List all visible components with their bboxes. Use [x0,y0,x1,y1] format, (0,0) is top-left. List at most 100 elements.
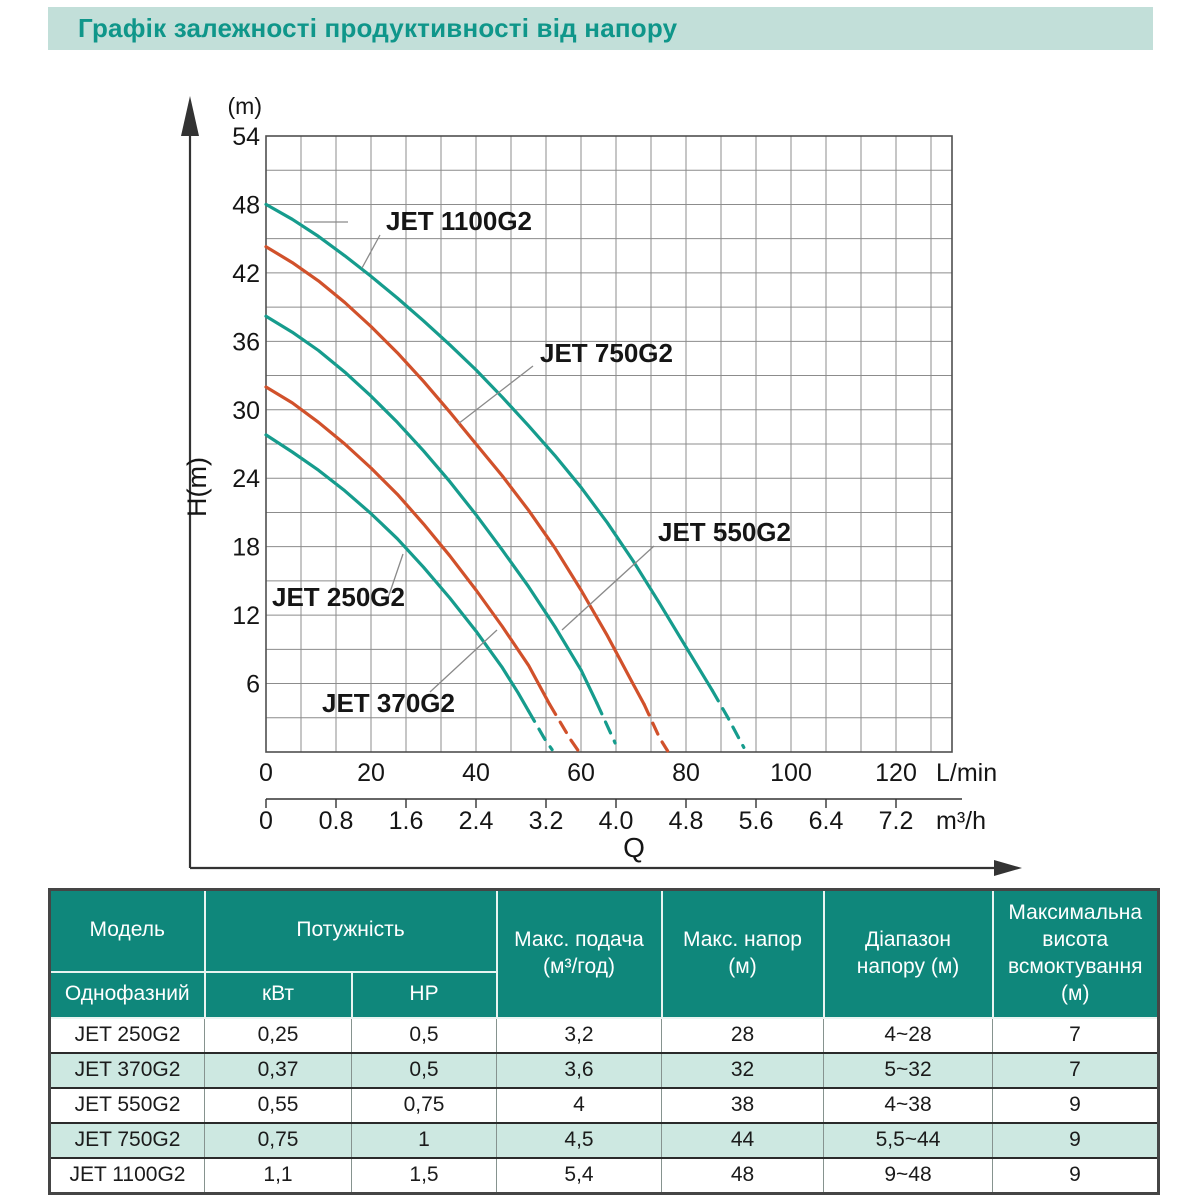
curve-label: JET 1100G2 [386,206,532,236]
y-tick-label: 18 [232,534,260,562]
x-tick-label: 120 [875,759,917,787]
grid [265,135,952,753]
label-leader-line [361,234,381,269]
x-tick-label: 60 [567,759,595,787]
table-cell: 1,5 [351,1156,497,1194]
col-header-max-suction: Максимальна висота всмоктування (м) [991,888,1160,1019]
curve-jet-550g2 [264,314,599,705]
table-cell: 5,5~44 [823,1121,993,1159]
table-cell: JET 750G2 [49,1121,205,1159]
x-axis-secondary [265,798,962,808]
table-cell: 5,4 [496,1156,662,1194]
table-cell: 0,75 [204,1121,352,1159]
table-cell: 28 [661,1016,824,1054]
col-header-power: Потужність [203,888,498,973]
x-unit-m3h: m³/h [936,807,986,835]
col-header-model: Модель [48,888,206,973]
col-header-head-range: Діапазон напору (м) [822,888,994,1019]
curve-labels [304,221,655,693]
col-header-phase: Однофазний [48,970,206,1019]
table-cell: 7 [992,1016,1159,1054]
table-cell: 0,37 [204,1051,352,1089]
x-tick-label: 40 [462,759,490,787]
x-axis-arrow-icon [994,860,1022,876]
table-cell: 0,55 [204,1086,352,1124]
table-cell: 0,5 [351,1016,497,1054]
table-cell: 4~28 [823,1016,993,1054]
y-tick-label: 42 [232,260,260,288]
curve-dash-jet-1100g2 [710,688,746,749]
table-row: JET 250G2 0,25 0,5 3,2 28 4~28 7 [49,1016,1159,1054]
y-tick-label: 30 [232,397,260,425]
curve-jet-750g2 [264,245,646,706]
table-cell: JET 550G2 [49,1086,205,1124]
page-title: Графік залежності продуктивності від нап… [78,13,678,43]
x-axis-title: Q [623,832,645,863]
curves [264,202,746,753]
label-leader-line [457,365,534,425]
table-cell: 3,2 [496,1016,662,1054]
spec-table: Модель Потужність Макс. подача (м³/год) … [48,888,1160,1195]
x2-tick-label: 3.2 [529,807,564,835]
table-row: JET 370G2 0,37 0,5 3,6 32 5~32 7 [49,1051,1159,1089]
table-cell: 4 [496,1086,662,1124]
curve-label: JET 550G2 [658,517,791,547]
table-cell: 9 [992,1086,1159,1124]
grid-border [265,135,953,753]
x2-tick-label: 1.6 [389,807,424,835]
title-bar: Графік залежності продуктивності від нап… [48,7,1153,50]
table-row: JET 750G2 0,75 1 4,5 44 5,5~44 9 [49,1121,1159,1159]
x-tick-label: 20 [357,759,385,787]
x2-tick-label: 0 [259,807,273,835]
x2-tick-label: 0.8 [319,807,354,835]
table-cell: 32 [661,1051,824,1089]
table-cell: 9~48 [823,1156,993,1194]
x-tick-label: 80 [672,759,700,787]
col-header-max-flow: Макс. подача (м³/год) [495,888,663,1019]
label-leader-line [387,553,404,599]
table-cell: 1,1 [204,1156,352,1194]
x-tick-label: 0 [259,759,273,787]
x2-tick-label: 5.6 [739,807,774,835]
spec-table-body: JET 250G2 0,25 0,5 3,2 28 4~28 7 JET 370G2 0,37 0… [49,1016,1159,1194]
curve-jet-370g2 [264,385,552,706]
table-cell: 0,25 [204,1016,352,1054]
y-tick-label: 48 [232,191,260,219]
curve-jet-250g2 [264,433,531,713]
table-cell: 5~32 [823,1051,993,1089]
col-header-max-head: Макс. напор (м) [660,888,825,1019]
table-row: JET 1100G2 1,1 1,5 5,4 48 9~48 9 [49,1156,1159,1194]
curve-label: JET 370G2 [322,688,455,718]
table-cell: 0,75 [351,1086,497,1124]
table-cell: 7 [992,1051,1159,1089]
table-cell: 4,5 [496,1121,662,1159]
y-tick-label: 36 [232,328,260,356]
spec-table-header: Модель Потужність Макс. подача (м³/год) … [48,888,1160,1019]
table-cell: 9 [992,1121,1159,1159]
curve-dash-jet-550g2 [595,701,617,745]
axes [181,96,1022,876]
y-axis-title: H(m) [182,457,212,517]
pump-performance-chart: 54 48 42 36 30 24 18 12 6 (m) H(m) 0 20 40 60 80 100 120 L… [181,93,1022,876]
table-cell: 0,5 [351,1051,497,1089]
table-cell: JET 370G2 [49,1051,205,1089]
y-tick-label: 12 [232,602,260,630]
curve-jet-1100g2 [264,202,714,692]
col-header-hp: HP [350,970,498,1019]
y-tick-label: 24 [232,465,260,493]
table-cell: 38 [661,1086,824,1124]
x-tick-label: 100 [770,759,812,787]
table-cell: 1 [351,1121,497,1159]
x2-tick-label: 6.4 [809,807,844,835]
table-row: JET 550G2 0,55 0,75 4 38 4~38 9 [49,1086,1159,1124]
curve-label: JET 250G2 [272,582,405,612]
y-tick-label: 6 [246,671,260,699]
table-cell: JET 1100G2 [49,1156,205,1194]
table-cell: 9 [992,1156,1159,1194]
x2-tick-label: 4.0 [599,807,634,835]
y-axis-arrow-icon [181,96,199,136]
y-tick-label: 54 [232,123,260,151]
x-unit-lmin: L/min [936,759,997,787]
label-leader-line [429,629,498,693]
label-leader-line [561,545,655,631]
